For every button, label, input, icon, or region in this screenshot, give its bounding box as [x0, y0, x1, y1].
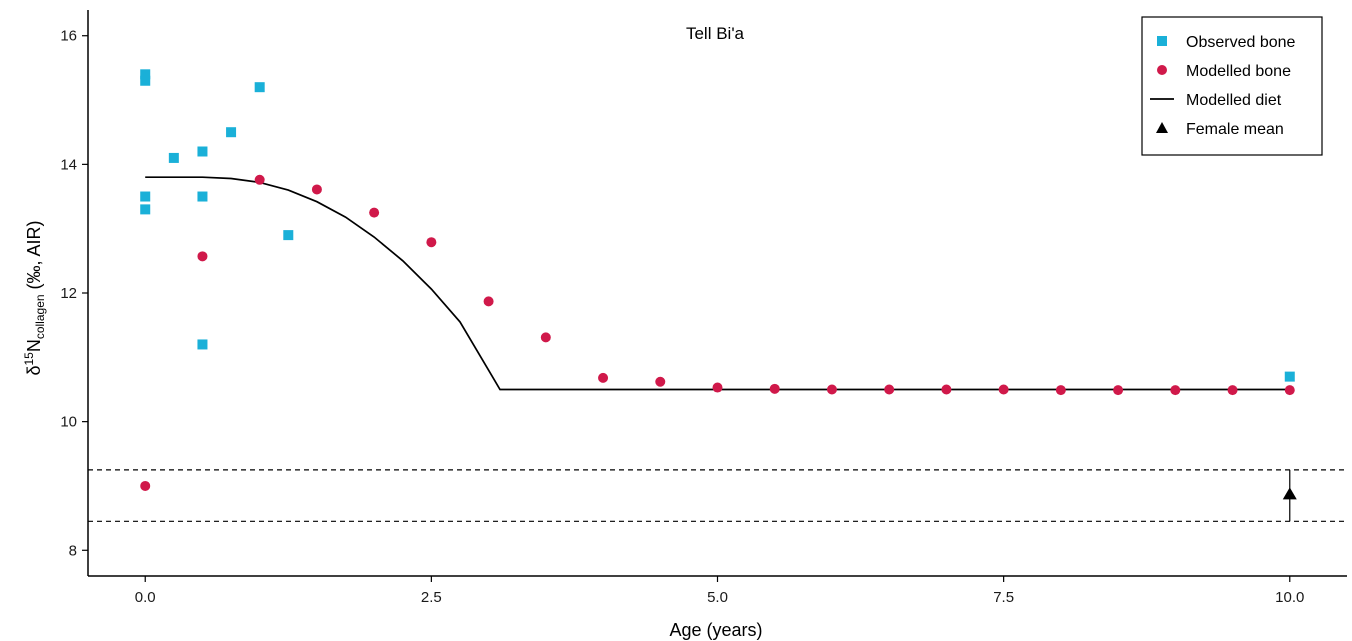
chart-title: Tell Bi'a [686, 24, 745, 43]
observed-bone-points [140, 69, 1295, 382]
legend-symbol-circle [1157, 65, 1167, 75]
x-tick-label: 2.5 [421, 589, 442, 606]
y-tick-label: 16 [60, 28, 77, 45]
reference-lines [88, 469, 1347, 522]
modelled-bone-point [311, 184, 322, 195]
observed-bone-point [197, 339, 208, 350]
modelled-bone-point [884, 384, 895, 395]
observed-bone-point [197, 191, 208, 202]
modelled-bone-point [1284, 385, 1295, 396]
x-tick-label: 10.0 [1275, 589, 1304, 606]
y-ticks: 8 10 12 14 16 [60, 28, 88, 559]
y-tick-label: 14 [60, 156, 77, 173]
observed-bone-point [226, 127, 237, 138]
legend: Observed bone Modelled bone Modelled diet F… [1141, 16, 1323, 156]
modelled-bone-point [1055, 385, 1066, 396]
legend-symbol-square [1157, 36, 1167, 46]
female-mean-group [1282, 469, 1297, 522]
x-tick-label: 7.5 [993, 589, 1014, 606]
modelled-bone-point [826, 384, 837, 395]
legend-symbol-triangle [1156, 122, 1168, 133]
y-tick-label: 12 [60, 285, 77, 302]
modelled-bone-point [712, 382, 723, 393]
observed-bone-point [140, 69, 151, 80]
modelled-bone-point [769, 383, 780, 394]
x-ticks: 0.0 2.5 5.0 7.5 10.0 [135, 576, 1304, 606]
modelled-bone-point [140, 480, 151, 491]
modelled-bone-points [140, 174, 1295, 491]
legend-label: Modelled diet [1186, 92, 1282, 109]
modelled-bone-point [1113, 385, 1124, 396]
modelled-bone-point [655, 376, 666, 387]
observed-bone-point [140, 204, 151, 215]
observed-bone-point [168, 152, 179, 163]
y-axis-title-sup: 15 [22, 352, 36, 366]
modelled-bone-point [1170, 385, 1181, 396]
modelled-bone-point [426, 237, 437, 248]
modelled-bone-point [998, 384, 1009, 395]
y-tick-label: 8 [69, 542, 77, 559]
modelled-diet-line-group [145, 176, 1290, 391]
observed-bone-point [254, 82, 265, 93]
observed-bone-point [283, 230, 294, 241]
legend-label: Female mean [1186, 121, 1284, 138]
axes: 8 10 12 14 16 0.0 2.5 5.0 7.5 10.0 [60, 10, 1347, 606]
observed-bone-point [140, 191, 151, 202]
y-axis-title: δ15Ncollagen (‰, AIR) [22, 220, 47, 375]
y-axis-title-sub: collagen [33, 294, 47, 339]
modelled-bone-point [1227, 385, 1238, 396]
y-axis-title-suffix: (‰, AIR) [24, 220, 44, 294]
x-axis-title: Age (years) [669, 620, 762, 640]
modelled-bone-point [540, 332, 551, 343]
modelled-bone-point [483, 296, 494, 307]
y-axis-title-element: N [24, 339, 44, 352]
modelled-bone-point [369, 207, 380, 218]
modelled-bone-point [197, 251, 208, 262]
modelled-diet-line [145, 176, 1290, 391]
modelled-bone-point [254, 174, 265, 185]
y-axis-title-prefix: δ [24, 366, 44, 376]
observed-bone-point [140, 75, 151, 86]
legend-box [1141, 16, 1323, 156]
modelled-bone-point [598, 372, 609, 383]
modelled-bone-point [941, 384, 952, 395]
x-tick-label: 0.0 [135, 589, 156, 606]
observed-bone-point [1284, 371, 1295, 382]
observed-bone-point [197, 146, 208, 157]
legend-label: Observed bone [1186, 34, 1296, 51]
female-mean-marker [1282, 487, 1297, 500]
x-tick-label: 5.0 [707, 589, 728, 606]
legend-label: Modelled bone [1186, 63, 1291, 80]
y-tick-label: 10 [60, 414, 77, 431]
